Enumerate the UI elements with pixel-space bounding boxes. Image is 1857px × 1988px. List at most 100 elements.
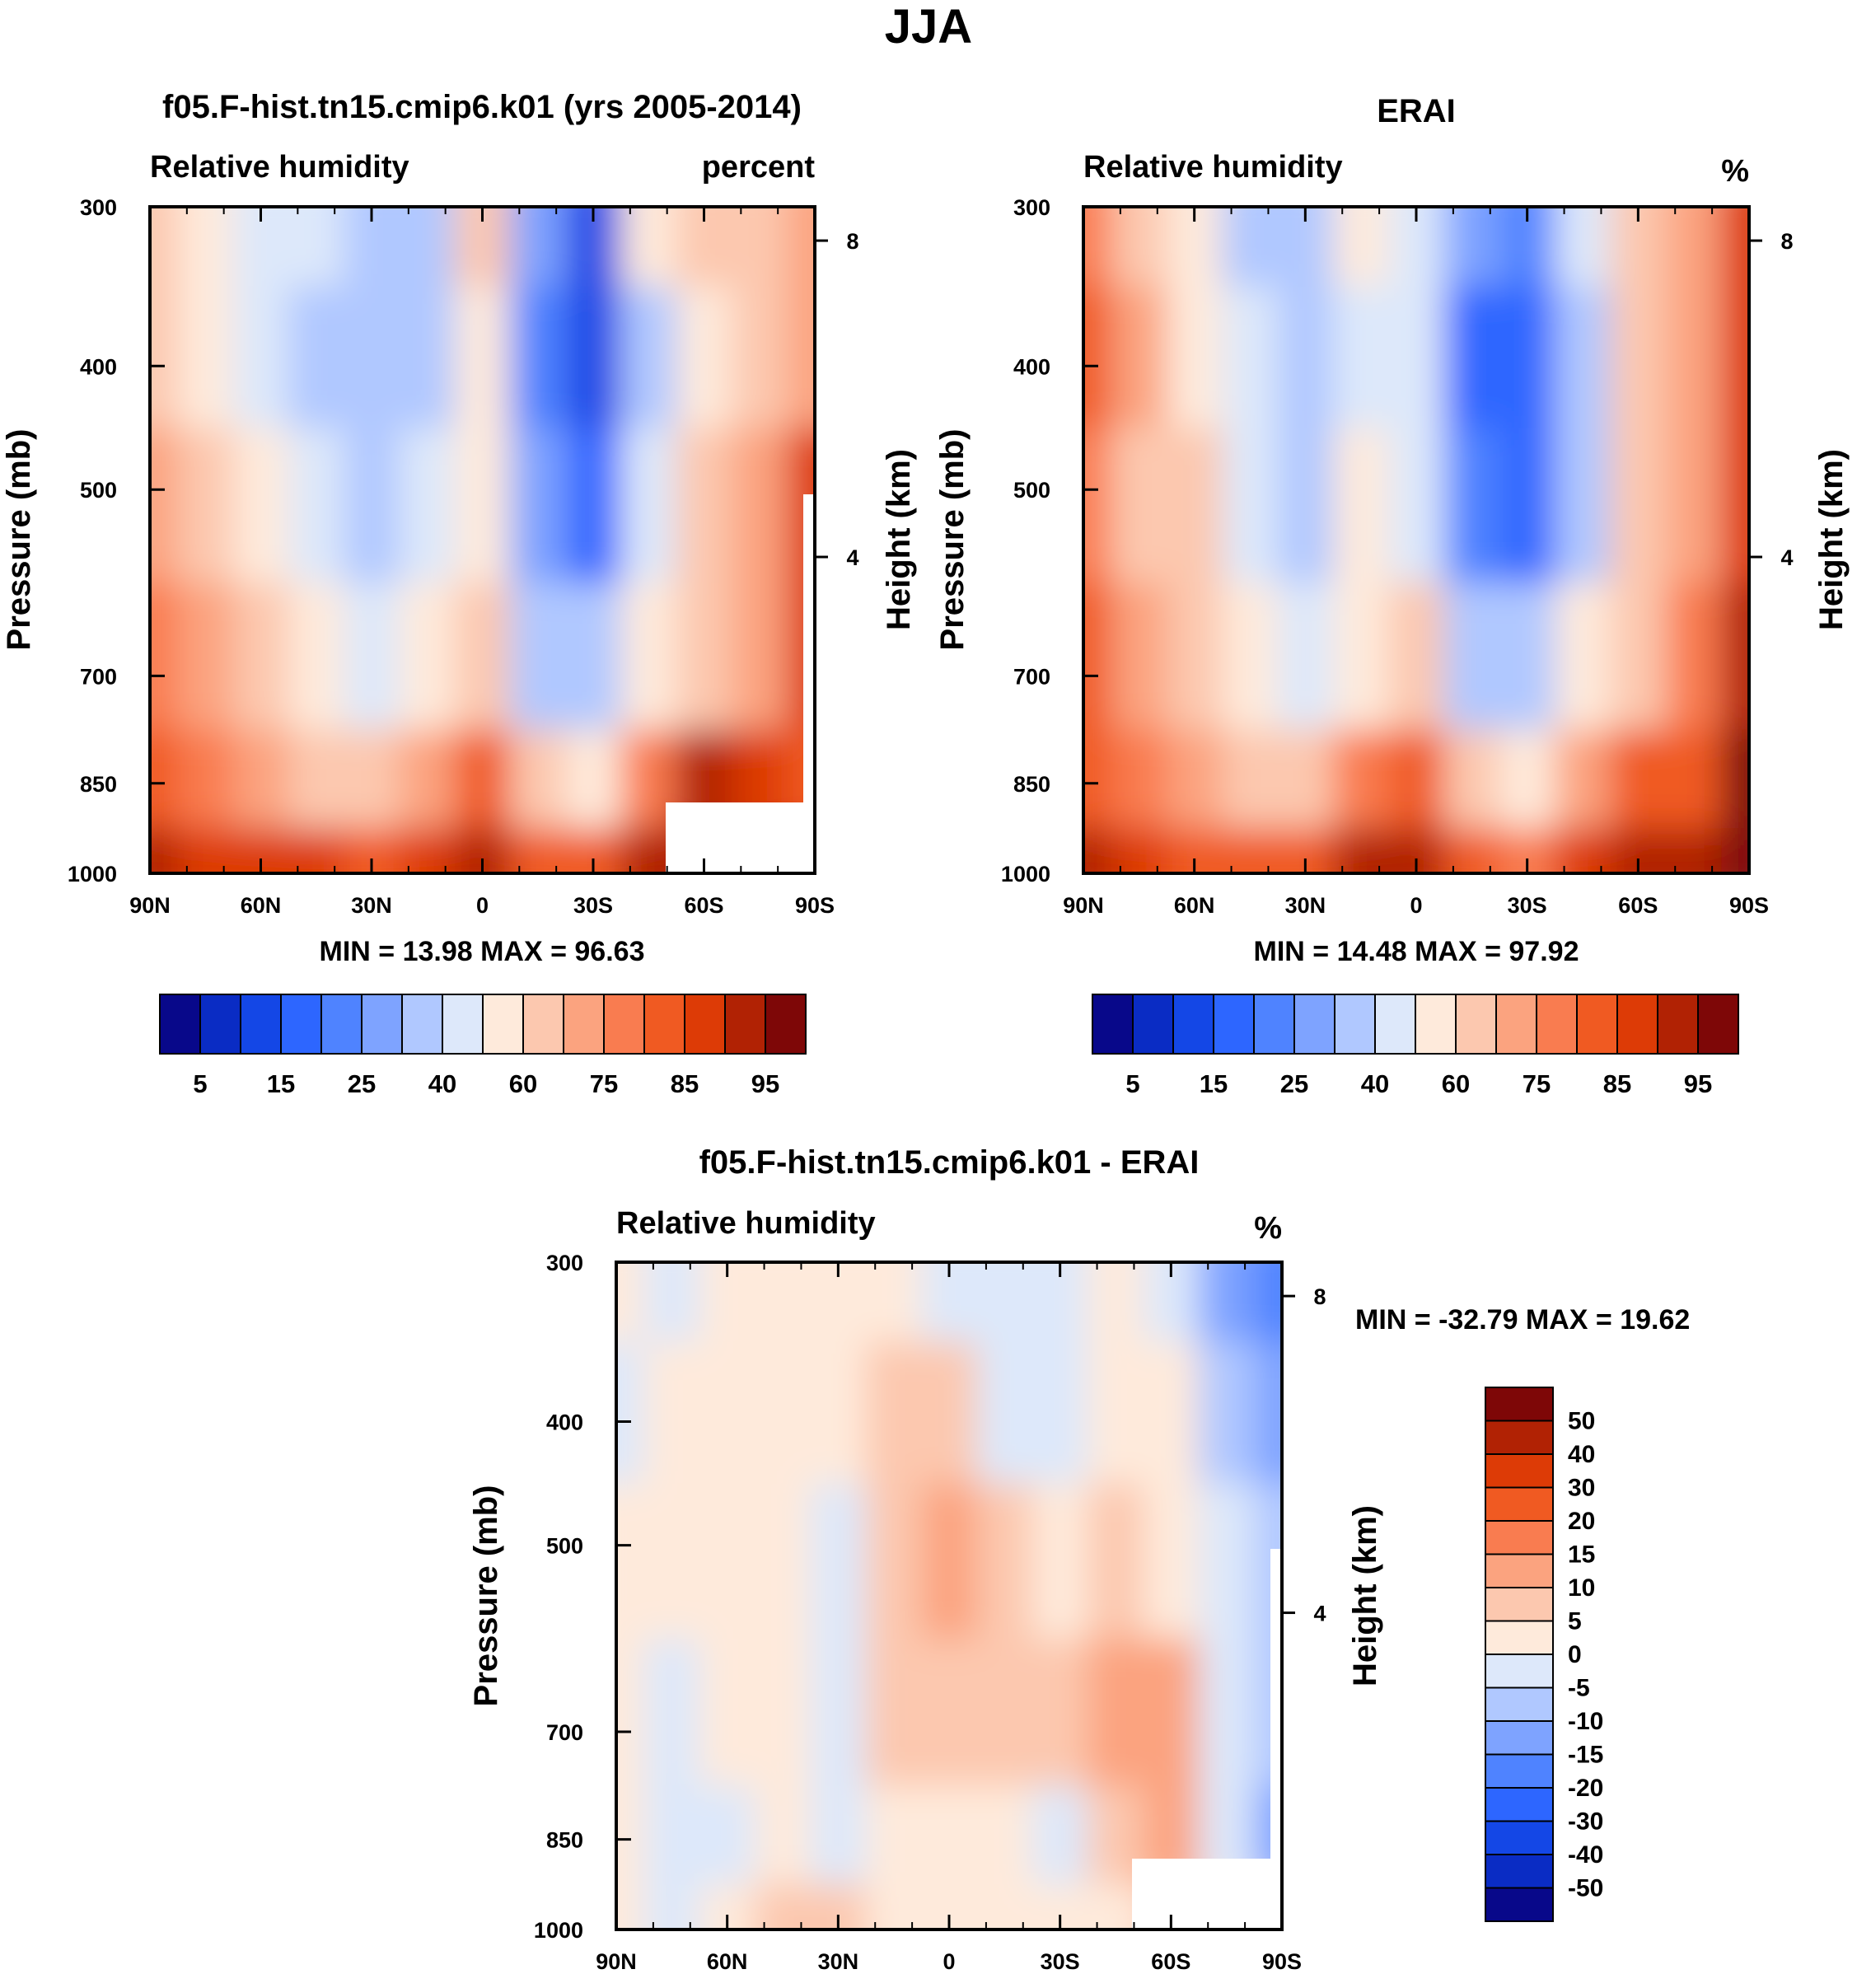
field-cell: [1167, 428, 1223, 584]
y-tick-label: 700: [546, 1720, 583, 1745]
colorbar-box: [1213, 994, 1255, 1055]
field-cell: [643, 1785, 700, 1886]
field-cell: [1333, 828, 1390, 873]
field-cell: [1610, 207, 1667, 288]
field-cell: [1277, 729, 1334, 830]
field-cell: [787, 286, 815, 429]
colorbar-box: [1485, 1720, 1554, 1756]
field-cell: [1333, 207, 1390, 288]
field-cell: [643, 1884, 700, 1930]
field-cell: [1143, 1483, 1200, 1640]
field-cell: [699, 1785, 756, 1886]
field-cell: [1143, 1341, 1200, 1485]
field-cell: [150, 729, 179, 830]
field-cell: [1199, 1341, 1256, 1485]
y-tick-label: 500: [546, 1534, 583, 1559]
field-cell: [1199, 1638, 1256, 1787]
field-cell: [643, 1341, 700, 1485]
field-cell: [1032, 1483, 1089, 1640]
field-cell: [1088, 1262, 1144, 1343]
colorbar-box: [1092, 994, 1134, 1055]
contour-field: [616, 1262, 1282, 1930]
field-cell: [616, 1262, 645, 1343]
field-cell: [1443, 828, 1500, 873]
axis-ticks: 90N 60N 30N 0 30S 60S 90S 300 400 500 700 850 1000 8 4: [534, 1251, 1326, 1974]
colorbar-label: 30: [1568, 1475, 1595, 1502]
x-tick-label: 60N: [241, 893, 282, 918]
field-cell: [787, 582, 815, 731]
x-tick-label: 90S: [1262, 1949, 1302, 1974]
field-cell: [1555, 828, 1611, 873]
field-cell: [1443, 428, 1500, 584]
panel-erai: ERAI Relative humidity % 90N 60N 30N 0 30S 60…: [934, 93, 1850, 967]
x-tick-label: 30S: [573, 893, 613, 918]
field-cell: [1610, 428, 1667, 584]
field-cell: [1167, 207, 1223, 288]
y-tick-label: 400: [1013, 354, 1050, 379]
height-tick-label: 8: [1313, 1284, 1326, 1309]
colorbar-label: 15: [267, 1069, 295, 1098]
field-cell: [1555, 428, 1611, 584]
y-tick-label: 850: [80, 772, 117, 797]
field-cell: [1610, 582, 1667, 731]
field-cell: [1032, 1785, 1089, 1886]
field-cell: [1032, 1638, 1089, 1787]
field-cell: [643, 1262, 700, 1343]
field-cell: [565, 428, 622, 584]
field-cell: [1254, 1262, 1282, 1343]
field-cell: [454, 286, 512, 429]
colorbar-box: [1485, 1486, 1554, 1522]
field-cell: [1666, 286, 1723, 429]
field-cell: [232, 207, 290, 288]
field-cell: [1443, 729, 1500, 830]
field-cell: [1555, 286, 1611, 429]
field-cell: [510, 828, 567, 873]
field-cell: [565, 207, 622, 288]
field-cell: [1666, 428, 1723, 584]
field-cell: [232, 428, 290, 584]
field-cell: [288, 729, 345, 830]
x-tick-label: 30S: [1041, 1949, 1080, 1974]
field-cell: [976, 1341, 1033, 1485]
field-cell: [620, 582, 677, 731]
field-cell: [150, 286, 179, 429]
field-cell: [399, 729, 456, 830]
field-cell: [1721, 582, 1749, 731]
field-cell: [1111, 582, 1167, 731]
colorbar-label: -40: [1568, 1841, 1603, 1869]
colorbar-box: [684, 994, 726, 1055]
field-cell: [866, 1638, 923, 1787]
main-title: JJA: [885, 0, 972, 54]
field-cell: [620, 286, 677, 429]
field-cell: [676, 286, 733, 429]
colorbar-box: [563, 994, 605, 1055]
colorbar-box: [1485, 1620, 1554, 1655]
field-cell: [344, 286, 400, 429]
colorbar-box: [1495, 994, 1537, 1055]
colorbar-label: 60: [509, 1069, 537, 1098]
colorbar-box: [1334, 994, 1376, 1055]
field-cell: [565, 729, 622, 830]
field-cell: [755, 1638, 812, 1787]
y-tick-label: 500: [80, 478, 117, 503]
field-cell: [1111, 729, 1167, 830]
x-tick-label: 60N: [707, 1949, 748, 1974]
field-cell: [810, 1483, 867, 1640]
field-cell: [699, 1638, 756, 1787]
colorbar-label: -50: [1568, 1875, 1603, 1902]
missing-data-region: [666, 802, 815, 873]
field-cell: [1555, 582, 1611, 731]
field-cell: [755, 1341, 812, 1485]
x-tick-label: 30N: [818, 1949, 859, 1974]
field-cell: [616, 1785, 645, 1886]
contour-field: [150, 207, 815, 873]
colorbar-box: [643, 994, 685, 1055]
field-cell: [177, 828, 234, 873]
field-cell: [755, 1785, 812, 1886]
variable-label: Relative humidity: [616, 1206, 876, 1241]
units-label: %: [1254, 1211, 1282, 1246]
colorbar-label: 60: [1442, 1069, 1470, 1098]
field-cell: [454, 582, 512, 731]
field-cell: [1083, 286, 1112, 429]
